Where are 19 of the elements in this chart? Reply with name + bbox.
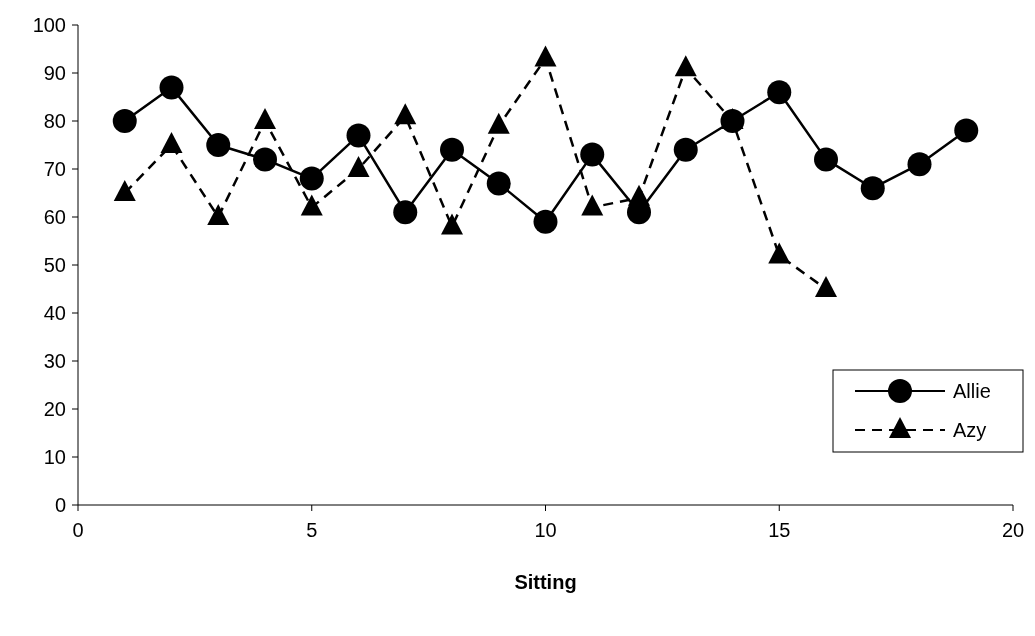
y-tick-label: 0 bbox=[54, 494, 66, 516]
y-tick-label: 60 bbox=[43, 206, 66, 228]
y-tick-label: 80 bbox=[43, 110, 66, 132]
y-tick-label: 90 bbox=[43, 62, 66, 84]
x-axis-title: Sitting bbox=[514, 571, 577, 593]
x-tick-label: 20 bbox=[1001, 519, 1025, 541]
x-tick-label: 15 bbox=[768, 519, 791, 541]
legend-label: Azy bbox=[953, 419, 987, 441]
y-tick-label: 30 bbox=[43, 350, 66, 372]
y-tick-label: 100 bbox=[32, 14, 66, 36]
x-tick-label: 10 bbox=[534, 519, 557, 541]
legend-label: Allie bbox=[953, 380, 991, 402]
y-tick-label: 40 bbox=[43, 302, 66, 324]
y-tick-label: 20 bbox=[43, 398, 66, 420]
x-tick-label: 5 bbox=[306, 519, 318, 541]
y-tick-label: 10 bbox=[43, 446, 66, 468]
y-tick-label: 50 bbox=[43, 254, 66, 276]
x-tick-label: 0 bbox=[72, 519, 84, 541]
y-tick-label: 70 bbox=[43, 158, 66, 180]
